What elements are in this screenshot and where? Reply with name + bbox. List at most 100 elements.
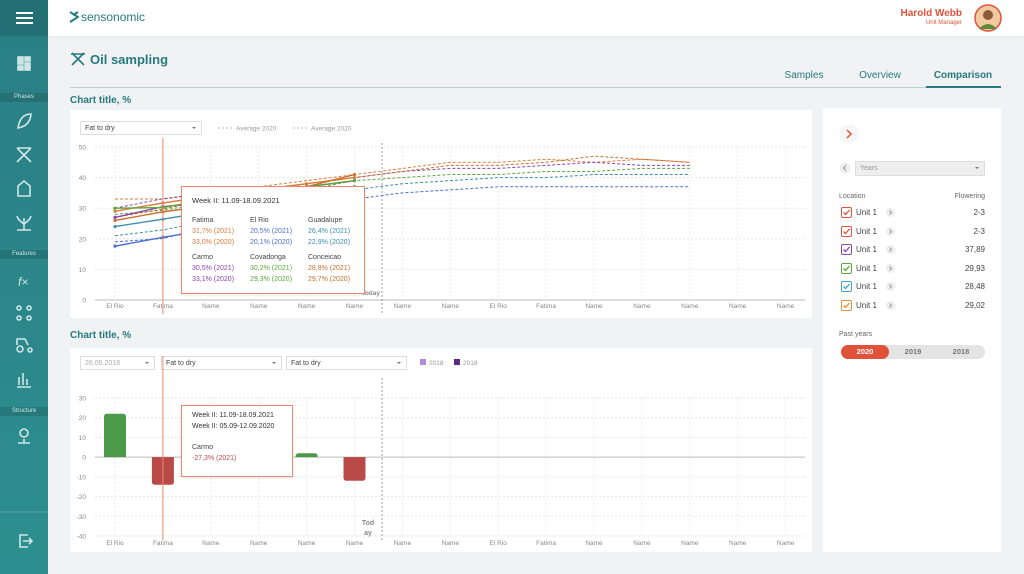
- point: [113, 244, 117, 248]
- year-option[interactable]: 2018: [952, 347, 970, 356]
- dashboard-icon[interactable]: [17, 56, 31, 71]
- leaf-icon[interactable]: [17, 113, 32, 129]
- y-tick-label: -20: [77, 494, 87, 501]
- arrow-bg: [886, 245, 895, 255]
- tooltip-value: 31,7% (2021): [192, 228, 235, 235]
- y-tick-label: 20: [79, 236, 87, 243]
- x-tick-label: Name: [202, 303, 220, 310]
- y-tick-label: -40: [77, 534, 87, 541]
- unit-name[interactable]: Unit 1: [856, 301, 877, 310]
- date-picker[interactable]: 26.05.2018: [80, 356, 155, 370]
- legend-swatch: [420, 359, 426, 365]
- year-option[interactable]: 2020: [841, 345, 889, 359]
- tooltip: Week II: 11.09-18.09.2021 Week II: 05.09-…: [181, 405, 293, 477]
- checkbox[interactable]: [841, 262, 852, 274]
- unit-name[interactable]: Unit 1: [856, 208, 877, 217]
- tooltip-name: Carmo: [192, 444, 214, 451]
- tooltip-value: 28,8% (2021): [308, 265, 351, 272]
- years-dropdown[interactable]: Years: [855, 161, 985, 176]
- chart-icon[interactable]: [17, 373, 31, 388]
- section-label: Phases: [0, 93, 48, 102]
- point: [113, 206, 117, 210]
- arrow: [889, 284, 893, 290]
- x-tick-label: Name: [442, 540, 460, 547]
- unit-arrow[interactable]: [886, 208, 895, 217]
- unit-name[interactable]: Unit 1: [856, 263, 877, 273]
- x-tick-label: Name: [585, 540, 603, 547]
- page-icon: [71, 52, 85, 66]
- tab[interactable]: Overview: [859, 70, 901, 81]
- phase-icon[interactable]: [16, 215, 32, 231]
- y-tick-label: 10: [79, 435, 87, 442]
- point: [113, 218, 117, 223]
- tab[interactable]: Samples: [784, 70, 824, 81]
- tooltip-value: 29,3% (2020): [250, 276, 293, 283]
- brand-icon: [69, 11, 79, 23]
- x-tick-label: Name: [633, 303, 651, 310]
- legend-swatch: [454, 359, 460, 365]
- metric-dropdown[interactable]: Fat to dry: [80, 121, 202, 135]
- logout-icon[interactable]: [19, 534, 34, 548]
- unit-name[interactable]: Unit 1: [856, 226, 877, 236]
- tooltip-value: 22,9% (2020): [308, 239, 351, 246]
- checkbox[interactable]: [841, 225, 852, 237]
- checkbox-tick: [843, 209, 850, 216]
- point: [113, 209, 117, 213]
- metric-dropdown[interactable]: Fat to dry: [286, 356, 407, 370]
- x-tick-label: Name: [394, 540, 412, 547]
- point: [352, 179, 357, 183]
- tab[interactable]: Comparison: [925, 70, 1001, 88]
- x-tick-label: Name: [250, 540, 268, 547]
- menu-button[interactable]: [0, 0, 48, 36]
- checkbox[interactable]: [841, 281, 852, 293]
- checkbox[interactable]: [841, 244, 852, 256]
- tooltip-value: 26,4% (2021): [308, 228, 351, 235]
- prev-button[interactable]: [839, 162, 851, 174]
- location-icon[interactable]: [18, 428, 30, 444]
- x-tick-label: Fatima: [536, 303, 556, 310]
- unit-name[interactable]: Unit 1: [856, 282, 877, 292]
- checkbox[interactable]: [841, 300, 852, 311]
- past-years-label: Past years: [839, 331, 873, 338]
- fx-icon[interactable]: f×: [18, 275, 28, 289]
- phase-icon[interactable]: [16, 147, 32, 163]
- x-tick-label: Name: [729, 303, 747, 310]
- page-title: Oil sampling: [90, 52, 169, 67]
- feature-icon[interactable]: [16, 305, 32, 321]
- tooltip-value: 30,5% (2021): [192, 265, 235, 272]
- point: [305, 182, 309, 186]
- x-tick-label: El Rio: [490, 540, 508, 547]
- year-selector: 2020 2019 2018: [841, 345, 985, 359]
- tooltip-title: Week II: 11.09-18.09.2021: [192, 412, 274, 419]
- unit-arrow[interactable]: [886, 263, 895, 273]
- tooltip-name: Conceicao: [308, 254, 342, 261]
- checkbox-tick: [843, 302, 850, 309]
- x-tick-label: Name: [777, 540, 795, 547]
- tooltip-value: 20,1% (2020): [250, 239, 293, 246]
- y-tick-label: 0: [82, 455, 86, 462]
- tractor-icon[interactable]: [16, 338, 33, 353]
- unit-arrow[interactable]: [886, 226, 895, 236]
- chart-panel: 26.05.2018 Fat to dry Fat to dry -40 -30-…: [70, 348, 812, 552]
- arrow-bg: [886, 301, 895, 310]
- year-option[interactable]: 2019: [904, 347, 922, 356]
- unit-arrow[interactable]: [886, 301, 895, 310]
- metric-dropdown[interactable]: Fat to dry: [161, 356, 282, 370]
- unit-name[interactable]: Unit 1: [856, 245, 877, 255]
- avatar[interactable]: [974, 4, 1002, 32]
- phase-icon[interactable]: [17, 179, 31, 197]
- tooltip-value: 33,0% (2020): [192, 239, 235, 246]
- flowering-value: 29,93: [964, 263, 985, 273]
- sidebar-icons: f×: [0, 56, 48, 548]
- x-tick-label: Name: [298, 540, 316, 547]
- unit-arrow[interactable]: [886, 282, 895, 292]
- unit-arrow[interactable]: [886, 245, 895, 255]
- checkbox[interactable]: [841, 207, 852, 218]
- chart-panel: Fat to dry 0 10 20 30 40 50 El Rio Fatima Name Na…: [70, 110, 812, 318]
- expand-button[interactable]: [839, 124, 859, 144]
- flowering-value: 37,89: [964, 245, 985, 255]
- tooltip-name: Fatima: [192, 217, 214, 224]
- bar-chart: -40 -30 -20 -10 0 10 20 30 El Rio Fatima Name Name N…: [77, 356, 805, 547]
- tooltip-name: Guadalupe: [308, 217, 343, 224]
